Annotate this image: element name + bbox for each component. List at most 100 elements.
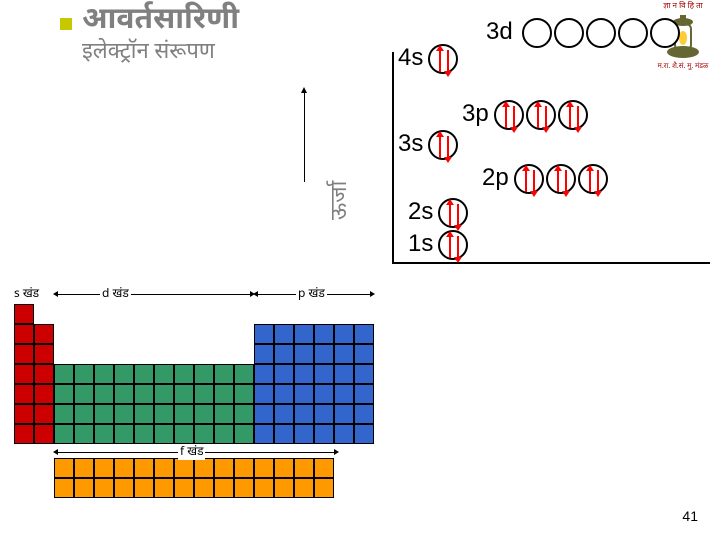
pt-cell-d	[114, 384, 134, 404]
pt-cell-p	[334, 384, 354, 404]
orbital-label-4s: 4s	[398, 44, 423, 72]
orbital-label-2s: 2s	[408, 198, 433, 226]
pt-cell-f	[234, 458, 254, 478]
pt-cell-p	[294, 384, 314, 404]
energy-y-axis	[392, 52, 394, 264]
pt-cell-d	[134, 404, 154, 424]
pt-cell-p	[334, 324, 354, 344]
pt-cell-f	[134, 458, 154, 478]
pt-cell-d	[194, 404, 214, 424]
pt-cell-d	[154, 424, 174, 444]
pt-cell-d	[214, 364, 234, 384]
pt-cell-f	[254, 458, 274, 478]
pt-cell-f	[114, 478, 134, 498]
pt-cell-d	[174, 404, 194, 424]
electron-down	[577, 106, 579, 128]
pt-cell-s	[14, 384, 34, 404]
pt-cell-p	[294, 404, 314, 424]
pt-cell-s	[14, 344, 34, 364]
energy-axis-label: ऊर्जा	[326, 181, 355, 220]
pt-cell-s	[34, 364, 54, 384]
pt-cell-d	[214, 404, 234, 424]
pt-cell-p	[354, 404, 374, 424]
electron-down	[545, 106, 547, 128]
slide-number: 41	[682, 508, 698, 524]
pt-cell-f	[214, 478, 234, 498]
pt-cell-p	[254, 364, 274, 384]
pt-cell-p	[274, 404, 294, 424]
pt-cell-d	[114, 404, 134, 424]
pt-cell-d	[174, 364, 194, 384]
pt-cell-p	[294, 344, 314, 364]
pt-cell-d	[74, 424, 94, 444]
energy-x-axis	[392, 262, 710, 264]
pt-cell-f	[74, 458, 94, 478]
pt-cell-d	[74, 364, 94, 384]
pt-cell-f	[174, 458, 194, 478]
pt-cell-p	[294, 424, 314, 444]
pt-cell-s	[34, 384, 54, 404]
pt-cell-d	[134, 424, 154, 444]
pt-cell-p	[334, 424, 354, 444]
pt-cell-d	[134, 364, 154, 384]
pt-cell-d	[114, 424, 134, 444]
pt-cell-p	[254, 344, 274, 364]
pt-cell-d	[174, 424, 194, 444]
pt-cell-f	[94, 478, 114, 498]
pt-cell-s	[34, 344, 54, 364]
pt-cell-d	[94, 384, 114, 404]
electron-up	[589, 170, 591, 192]
s-block-label: s खंड	[14, 286, 39, 302]
electron-up	[525, 170, 527, 192]
pt-cell-d	[54, 424, 74, 444]
pt-cell-f	[194, 458, 214, 478]
pt-cell-d	[154, 404, 174, 424]
title-bullet	[60, 18, 72, 30]
pt-cell-d	[234, 384, 254, 404]
pt-cell-f	[294, 478, 314, 498]
pt-cell-f	[314, 458, 334, 478]
pt-cell-s	[14, 364, 34, 384]
pt-cell-p	[334, 404, 354, 424]
pt-cell-p	[314, 364, 334, 384]
pt-cell-p	[294, 364, 314, 384]
pt-cell-d	[234, 364, 254, 384]
pt-cell-d	[94, 424, 114, 444]
electron-down	[565, 170, 567, 192]
orbital-3d-3	[618, 18, 648, 48]
pt-cell-f	[94, 458, 114, 478]
orbital-3d-2	[586, 18, 616, 48]
pt-cell-f	[114, 458, 134, 478]
pt-cell-p	[334, 364, 354, 384]
pt-cell-s	[34, 424, 54, 444]
pt-cell-f	[54, 458, 74, 478]
pt-cell-d	[74, 404, 94, 424]
electron-down	[457, 236, 459, 258]
pt-cell-d	[234, 404, 254, 424]
electron-up	[557, 170, 559, 192]
pt-cell-d	[94, 404, 114, 424]
orbital-label-3d: 3d	[486, 18, 513, 46]
pt-cell-d	[194, 424, 214, 444]
pt-cell-p	[254, 424, 274, 444]
d-block-arrow	[58, 294, 250, 295]
orbital-label-3p: 3p	[462, 100, 489, 128]
pt-cell-p	[274, 364, 294, 384]
pt-cell-p	[254, 324, 274, 344]
pt-cell-p	[274, 384, 294, 404]
pt-cell-p	[334, 344, 354, 364]
pt-cell-p	[314, 384, 334, 404]
pt-cell-f	[314, 478, 334, 498]
pt-cell-p	[354, 384, 374, 404]
pt-cell-p	[274, 424, 294, 444]
pt-cell-s	[14, 324, 34, 344]
pt-cell-f	[194, 478, 214, 498]
electron-down	[457, 204, 459, 226]
orbital-label-1s: 1s	[408, 230, 433, 258]
pt-cell-f	[234, 478, 254, 498]
pt-cell-d	[154, 384, 174, 404]
electron-down	[533, 170, 535, 192]
orbital-3d-0	[522, 18, 552, 48]
pt-cell-d	[174, 384, 194, 404]
pt-cell-d	[114, 364, 134, 384]
